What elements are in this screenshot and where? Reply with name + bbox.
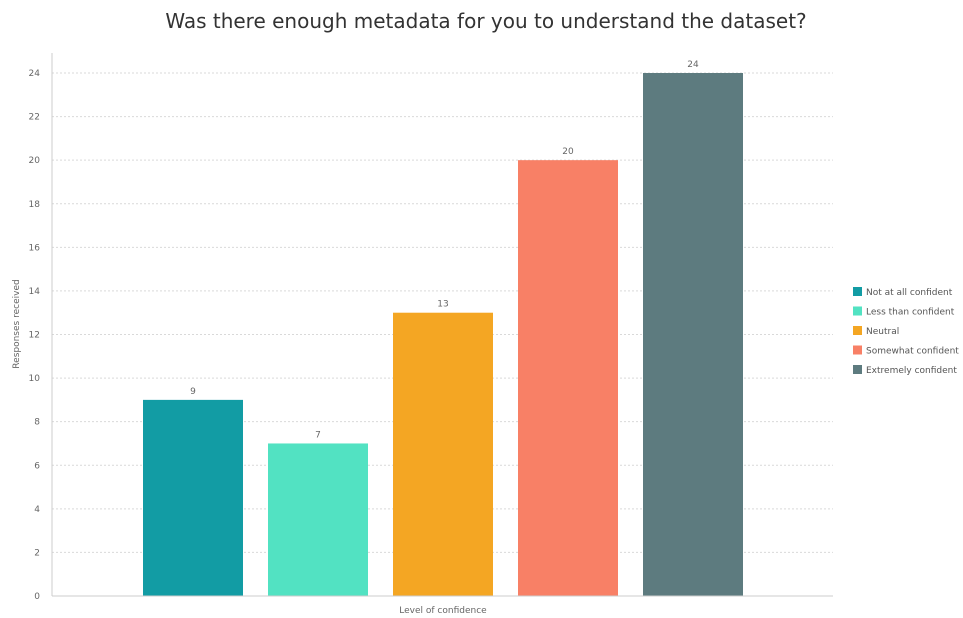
legend-swatch-1[interactable] (853, 287, 862, 296)
y-tick-label: 16 (29, 243, 41, 253)
x-axis-label: Level of confidence (399, 606, 487, 616)
data-label-5: 24 (687, 60, 699, 70)
y-tick-label: 8 (34, 418, 40, 428)
y-tick-label: 24 (29, 69, 41, 79)
legend-label-2[interactable]: Less than confident (866, 308, 955, 318)
legend: Not at all confident Less than confident N… (853, 287, 959, 376)
legend-label-3[interactable]: Neutral (866, 327, 899, 337)
y-tick-label: 18 (29, 200, 41, 210)
data-label-1: 9 (190, 387, 196, 397)
bar-1[interactable] (143, 399, 243, 596)
y-tick-label: 20 (29, 156, 41, 166)
y-tick-label: 2 (34, 548, 40, 558)
y-tick-label: 4 (34, 505, 40, 515)
legend-swatch-4[interactable] (853, 345, 862, 355)
legend-label-4[interactable]: Somewhat confident (866, 347, 959, 357)
data-label-2: 7 (315, 430, 321, 440)
y-tick-label: 14 (29, 287, 41, 297)
legend-label-1[interactable]: Not at all confident (866, 288, 953, 298)
data-label-3: 13 (437, 300, 448, 310)
bar-2[interactable] (268, 443, 368, 596)
y-axis-label: Responses received (12, 279, 22, 368)
y-tick-label: 12 (29, 331, 40, 341)
data-labels: 9 7 13 20 24 (190, 60, 699, 440)
bars (143, 73, 743, 596)
data-label-4: 20 (562, 147, 574, 157)
legend-swatch-5[interactable] (853, 365, 862, 374)
y-tick-label: 22 (29, 113, 40, 123)
legend-swatch-2[interactable] (853, 306, 862, 316)
y-tick-label: 6 (34, 461, 40, 471)
y-tick-label: 0 (34, 592, 40, 602)
legend-label-5[interactable]: Extremely confident (866, 366, 957, 376)
legend-swatch-3[interactable] (853, 326, 862, 335)
bar-5[interactable] (643, 73, 743, 596)
bar-3[interactable] (393, 312, 493, 596)
chart-title: Was there enough metadata for you to und… (165, 9, 806, 33)
bar-4[interactable] (518, 160, 618, 596)
y-tick-label: 10 (29, 374, 41, 384)
